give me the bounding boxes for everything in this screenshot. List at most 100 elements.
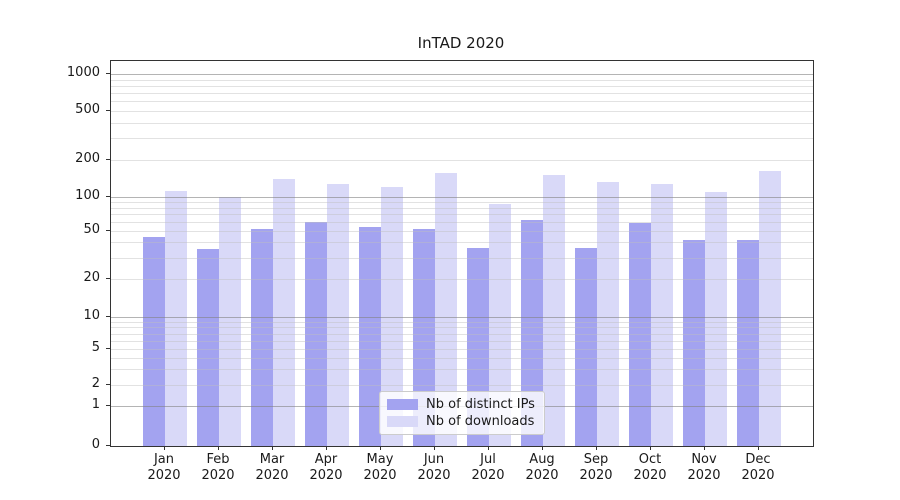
x-tick-label-nov: Nov 2020	[687, 452, 721, 483]
legend-label-downloads: Nb of downloads	[426, 414, 535, 430]
gridline-major-100	[111, 196, 813, 198]
gridline-minor-900	[111, 79, 813, 81]
y-tick-mark-0	[106, 445, 110, 446]
gridline-minor-300	[111, 138, 813, 140]
bar-downloads-jun	[435, 172, 457, 446]
x-tick-label-jul: Jul 2020	[471, 452, 505, 483]
bar-downloads-nov	[705, 192, 727, 446]
x-tick-mark-jul	[488, 446, 489, 450]
legend: Nb of distinct IPs Nb of downloads	[379, 391, 545, 435]
y-tick-mark-500	[106, 110, 110, 111]
y-tick-mark-1	[106, 405, 110, 406]
bar-downloads-mar	[273, 178, 295, 446]
gridline-minor-7	[111, 333, 813, 335]
legend-item-downloads: Nb of downloads	[387, 414, 537, 429]
bar-downloads-aug	[543, 174, 565, 446]
bar-distinct-ips-aug	[521, 220, 543, 446]
bar-distinct-ips-sep	[575, 247, 597, 446]
x-tick-label-oct: Oct 2020	[633, 452, 667, 483]
bar-distinct-ips-mar	[251, 228, 273, 446]
x-tick-mark-nov	[704, 446, 705, 450]
bar-downloads-sep	[597, 182, 619, 446]
gridline-minor-400	[111, 123, 813, 124]
y-tick-mark-200	[106, 159, 110, 161]
gridline-minor-3	[111, 369, 813, 371]
bar-distinct-ips-jan	[143, 237, 165, 446]
bar-distinct-ips-dec	[737, 239, 759, 446]
gridline-minor-70	[111, 214, 813, 215]
y-tick-label-500: 500	[75, 102, 100, 117]
y-tick-label-200: 200	[75, 151, 100, 167]
gridline-minor-500	[111, 111, 813, 112]
gridline-minor-20	[111, 279, 813, 280]
y-tick-mark-100	[106, 195, 110, 197]
bar-downloads-may	[381, 186, 403, 446]
legend-swatch-distinct-ips	[387, 398, 418, 410]
gridline-minor-60	[111, 221, 813, 223]
x-tick-mark-oct	[650, 446, 651, 450]
y-tick-label-50: 50	[83, 221, 100, 237]
legend-swatch-downloads	[387, 416, 418, 428]
y-tick-mark-10	[106, 316, 110, 317]
bar-downloads-apr	[327, 183, 349, 446]
y-tick-mark-2	[106, 384, 110, 385]
x-tick-mark-dec	[758, 446, 759, 450]
bar-distinct-ips-nov	[683, 239, 705, 446]
x-tick-mark-apr	[326, 446, 327, 450]
y-tick-mark-1000	[106, 73, 110, 75]
bar-downloads-dec	[759, 170, 781, 446]
y-tick-label-1000: 1000	[66, 65, 100, 81]
bar-distinct-ips-may	[359, 226, 381, 446]
y-tick-mark-5	[106, 348, 110, 349]
x-tick-mark-aug	[542, 446, 543, 450]
bar-downloads-jul	[489, 203, 511, 446]
gridline-minor-90	[111, 201, 813, 203]
gridline-minor-800	[111, 86, 813, 88]
y-tick-label-1: 1	[91, 397, 100, 412]
y-tick-label-0: 0	[91, 437, 100, 452]
gridline-minor-9	[111, 321, 813, 323]
gridline-minor-5	[111, 349, 813, 350]
bar-distinct-ips-feb	[197, 249, 219, 446]
y-tick-label-10: 10	[83, 308, 100, 323]
x-tick-mark-may	[380, 446, 381, 450]
x-tick-mark-mar	[272, 446, 273, 450]
bar-downloads-jan	[165, 190, 187, 446]
y-tick-label-5: 5	[91, 340, 100, 355]
y-tick-label-100: 100	[75, 187, 100, 203]
x-tick-label-mar: Mar 2020	[255, 452, 289, 483]
gridline-minor-30	[111, 257, 813, 259]
bar-downloads-oct	[651, 184, 673, 446]
y-tick-label-2: 2	[91, 376, 100, 391]
gridline-minor-50	[111, 230, 813, 232]
gridline-minor-2	[111, 385, 813, 386]
x-tick-label-feb: Feb 2020	[201, 452, 235, 483]
chart-title: InTAD 2020	[417, 34, 505, 52]
y-tick-mark-50	[106, 229, 110, 231]
gridline-minor-700	[111, 93, 813, 95]
gridline-minor-600	[111, 101, 813, 103]
x-tick-label-jun: Jun 2020	[417, 452, 451, 483]
gridline-major-10	[111, 317, 813, 318]
gridline-minor-8	[111, 327, 813, 329]
gridline-major-1000	[111, 74, 813, 76]
x-tick-label-may: May 2020	[363, 452, 397, 483]
gridline-minor-80	[111, 207, 813, 209]
x-tick-mark-feb	[218, 446, 219, 450]
gridline-minor-40	[111, 242, 813, 244]
bar-downloads-feb	[219, 196, 241, 446]
y-tick-label-20: 20	[83, 270, 100, 285]
legend-label-distinct-ips: Nb of distinct IPs	[426, 396, 535, 412]
gridline-minor-4	[111, 357, 813, 359]
x-tick-label-jan: Jan 2020	[147, 452, 181, 483]
x-tick-mark-jun	[434, 446, 435, 450]
gridline-minor-6	[111, 340, 813, 342]
gridline-minor-200	[111, 160, 813, 162]
x-tick-label-apr: Apr 2020	[309, 452, 343, 483]
x-tick-label-sep: Sep 2020	[579, 452, 613, 483]
y-tick-mark-20	[106, 278, 110, 279]
x-tick-mark-sep	[596, 446, 597, 450]
plot-area	[110, 60, 814, 447]
x-tick-label-aug: Aug 2020	[525, 452, 559, 483]
x-tick-label-dec: Dec 2020	[741, 452, 775, 483]
